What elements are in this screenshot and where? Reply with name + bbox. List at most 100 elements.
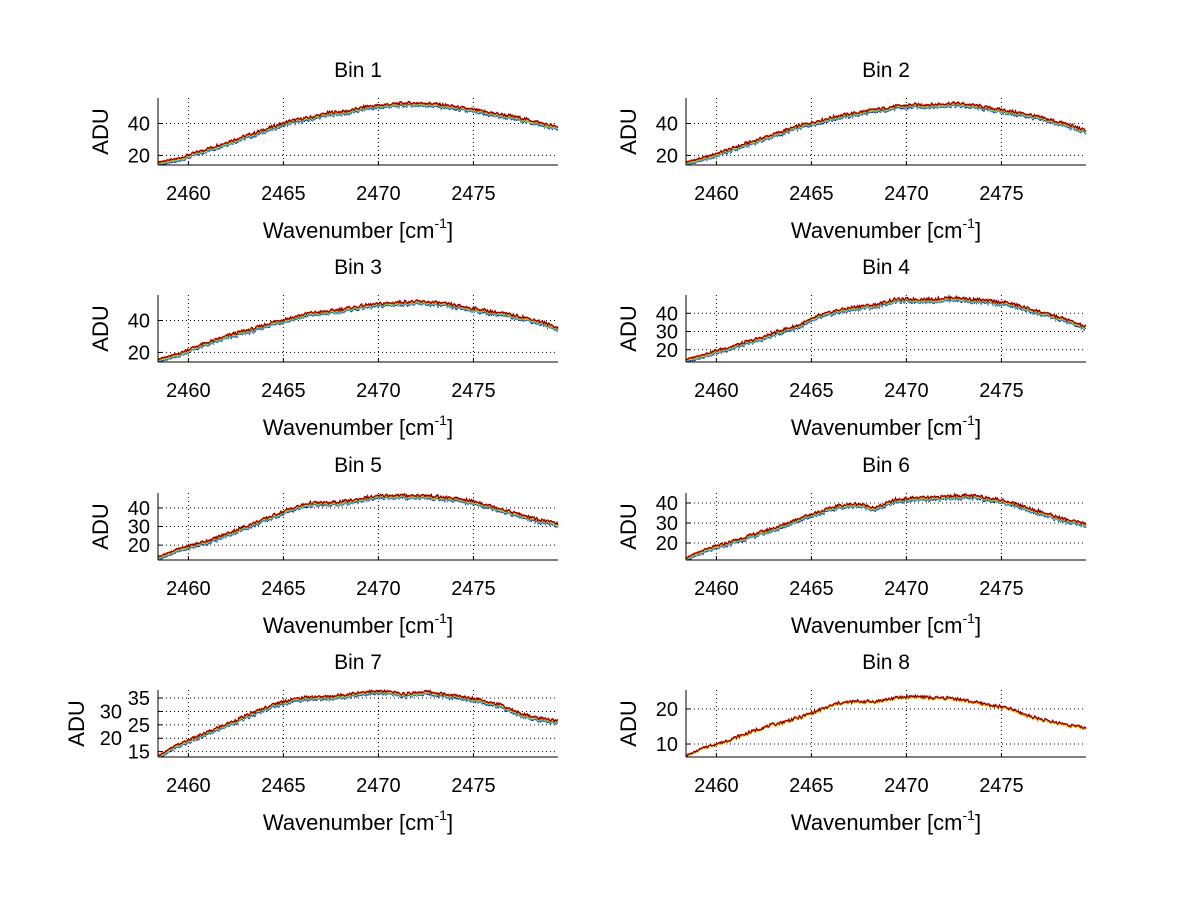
y-tick-label: 40 xyxy=(656,303,678,325)
x-axis-label-end: ] xyxy=(975,613,981,638)
subplot-title: Bin 6 xyxy=(862,454,910,477)
x-tick-label: 2460 xyxy=(166,183,211,205)
y-tick-label: 20 xyxy=(128,145,150,167)
x-axis-label-end: ] xyxy=(447,218,453,243)
y-tick-label: 25 xyxy=(128,715,150,737)
series-line-2 xyxy=(157,495,559,560)
series-line-7 xyxy=(686,294,1087,360)
x-tick-label: 2470 xyxy=(884,775,929,797)
x-axis-label-end: ] xyxy=(975,810,981,835)
x-axis-label-text: Wavenumber [cm xyxy=(263,613,435,638)
x-tick-label: 2460 xyxy=(694,578,739,600)
x-axis-label-text: Wavenumber [cm xyxy=(263,415,435,440)
y-tick-label: 30 xyxy=(128,517,150,539)
subplot-title: Bin 3 xyxy=(334,256,382,279)
subplot-7: 2460 2465 2470 2475 15 20 25 30 35 Bin 7 Wavenumbe… xyxy=(64,651,559,835)
x-axis-label: Wavenumber [cm-1] xyxy=(791,807,981,835)
x-axis-label-text: Wavenumber [cm xyxy=(791,218,963,243)
subplot-title: Bin 2 xyxy=(862,59,910,82)
x-axis-label: Wavenumber [cm-1] xyxy=(263,807,453,835)
x-axis-label-sup: -1 xyxy=(435,610,448,626)
subplot-8: 2460 2465 2470 2475 10 20 Bin 8 Wavenumber [cm-… xyxy=(616,651,1087,835)
series-line-7 xyxy=(685,492,1087,558)
y-tick-label: 35 xyxy=(128,688,150,710)
x-tick-label: 2465 xyxy=(261,578,306,600)
y-tick-label: 20 xyxy=(656,340,678,362)
y-tick-label: 20 xyxy=(656,699,678,721)
series-line-1 xyxy=(686,495,1087,561)
subplot-title: Bin 7 xyxy=(334,651,382,674)
series-line-3 xyxy=(157,494,559,560)
y-axis-label: ADU xyxy=(616,700,641,746)
series-line-6 xyxy=(158,688,559,757)
y-axis-label: ADU xyxy=(88,305,113,351)
x-tick-label: 2465 xyxy=(789,775,834,797)
x-axis-label-sup: -1 xyxy=(435,412,448,428)
x-tick-label: 2465 xyxy=(789,578,834,600)
series-line-7 xyxy=(157,100,559,163)
x-axis-label-sup: -1 xyxy=(963,412,976,428)
x-tick-label: 2460 xyxy=(166,380,211,402)
y-tick-label: 30 xyxy=(656,513,678,535)
x-tick-label: 2470 xyxy=(884,380,929,402)
y-tick-label: 40 xyxy=(128,498,150,520)
x-axis-label-text: Wavenumber [cm xyxy=(791,415,963,440)
y-tick-label: 20 xyxy=(656,145,678,167)
series-line-4 xyxy=(157,690,559,758)
x-tick-label: 2470 xyxy=(356,775,401,797)
x-axis-label-end: ] xyxy=(447,810,453,835)
x-tick-label: 2475 xyxy=(451,775,496,797)
subplot-title: Bin 4 xyxy=(862,256,910,279)
x-tick-label: 2470 xyxy=(884,183,929,205)
x-axis-label: Wavenumber [cm-1] xyxy=(263,610,453,638)
x-tick-label: 2475 xyxy=(979,183,1024,205)
y-tick-label: 20 xyxy=(100,728,122,750)
series-line-1 xyxy=(157,495,559,561)
y-tick-label: 30 xyxy=(656,322,678,344)
x-tick-label: 2475 xyxy=(451,578,496,600)
series-line-2 xyxy=(157,301,559,363)
series-line-3 xyxy=(157,690,559,758)
y-tick-label: 20 xyxy=(128,535,150,557)
x-tick-label: 2475 xyxy=(451,380,496,402)
x-tick-label: 2460 xyxy=(694,775,739,797)
x-tick-label: 2465 xyxy=(261,380,306,402)
series-line-7 xyxy=(157,689,559,756)
subplot-title: Bin 8 xyxy=(862,651,910,674)
x-tick-label: 2465 xyxy=(261,183,306,205)
y-tick-label: 40 xyxy=(656,114,678,136)
x-axis-label-sup: -1 xyxy=(963,610,976,626)
series-line-1 xyxy=(685,103,1087,166)
subplot-title: Bin 5 xyxy=(334,454,382,477)
series-line-1 xyxy=(685,695,1087,758)
y-axis-label: ADU xyxy=(88,503,113,549)
x-axis-label-sup: -1 xyxy=(963,807,976,823)
x-tick-label: 2475 xyxy=(979,775,1024,797)
series-line-4 xyxy=(685,296,1087,362)
series-line-5 xyxy=(157,689,559,757)
x-tick-label: 2470 xyxy=(356,578,401,600)
series-line-4 xyxy=(685,693,1087,757)
series-line-7 xyxy=(157,299,559,360)
x-axis-label: Wavenumber [cm-1] xyxy=(791,412,981,440)
x-tick-label: 2465 xyxy=(789,380,834,402)
y-tick-label: 40 xyxy=(656,493,678,515)
y-tick-label: 20 xyxy=(656,533,678,555)
x-tick-label: 2465 xyxy=(789,183,834,205)
x-tick-label: 2475 xyxy=(979,380,1024,402)
series-line-5 xyxy=(685,295,1087,361)
y-tick-label: 10 xyxy=(656,734,678,756)
y-axis-label: ADU xyxy=(616,108,641,154)
y-tick-label: 20 xyxy=(128,342,150,364)
x-tick-label: 2465 xyxy=(261,775,306,797)
x-tick-label: 2475 xyxy=(451,183,496,205)
series-line-3 xyxy=(685,296,1087,362)
series-line-3 xyxy=(685,694,1087,757)
series-line-3 xyxy=(685,102,1087,165)
series-line-7 xyxy=(157,492,559,557)
x-axis-label-end: ] xyxy=(447,415,453,440)
subplot-3: 2460 2465 2470 2475 20 40 Bin 3 Wavenumber [cm-… xyxy=(88,256,559,440)
x-axis-label-sup: -1 xyxy=(435,807,448,823)
y-axis-label: ADU xyxy=(616,305,641,351)
